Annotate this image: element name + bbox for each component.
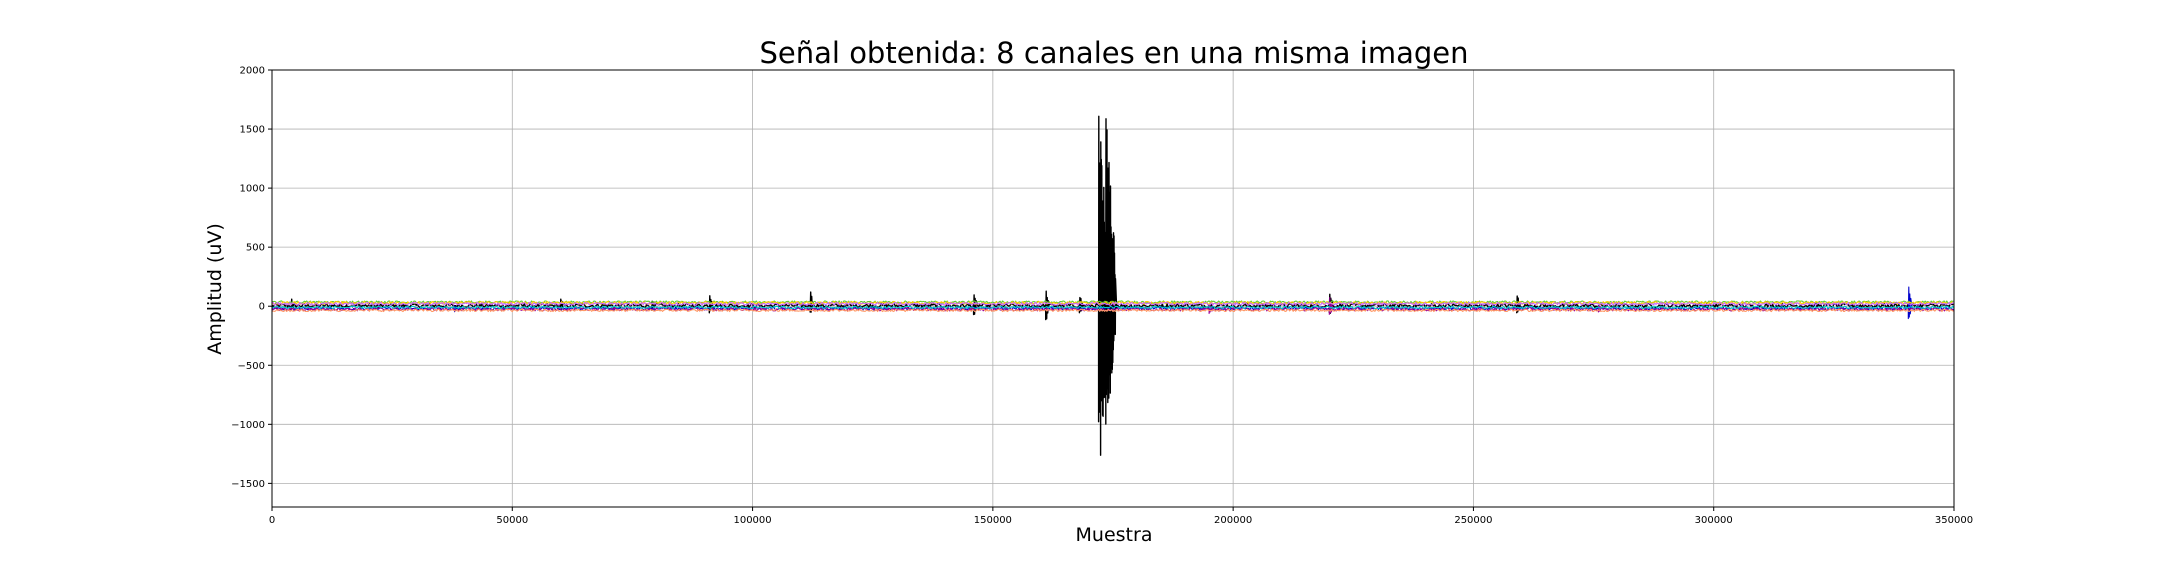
y-tick-label: 1000 — [240, 184, 265, 195]
y-axis-label: Amplitud (uV) — [204, 223, 226, 355]
y-tick-label: −500 — [238, 361, 265, 372]
y-tick-label: −1000 — [231, 420, 265, 431]
signal-channel-1 — [271, 115, 1955, 456]
y-tick-label: 1500 — [240, 125, 265, 136]
y-axis-ticks: −1500 −1000 −500 0 500 1000 1500 2000 — [231, 66, 272, 490]
y-tick-label: 2000 — [240, 66, 265, 77]
y-tick-label: 0 — [259, 302, 265, 313]
signal-traces — [271, 115, 1955, 456]
x-axis-ticks: 0 50000 100000 150000 200000 250000 300000 3500… — [269, 507, 1973, 526]
x-tick-label: 0 — [269, 515, 275, 526]
x-axis-label: Muestra — [1076, 524, 1153, 546]
x-tick-label: 200000 — [1214, 515, 1252, 526]
signal-channel-7 — [271, 301, 1955, 306]
signal-channel-8 — [271, 308, 1955, 313]
y-tick-label: −1500 — [231, 479, 265, 490]
x-tick-label: 100000 — [733, 515, 771, 526]
x-tick-label: 250000 — [1454, 515, 1492, 526]
chart-title: Señal obtenida: 8 canales en una misma i… — [760, 36, 1469, 70]
x-tick-label: 50000 — [496, 515, 528, 526]
signal-channel-6 — [271, 305, 1955, 310]
x-tick-label: 150000 — [974, 515, 1012, 526]
x-tick-label: 300000 — [1695, 515, 1733, 526]
y-tick-label: 500 — [246, 243, 265, 254]
x-tick-label: 350000 — [1935, 515, 1973, 526]
plot-frame — [271, 69, 1955, 508]
